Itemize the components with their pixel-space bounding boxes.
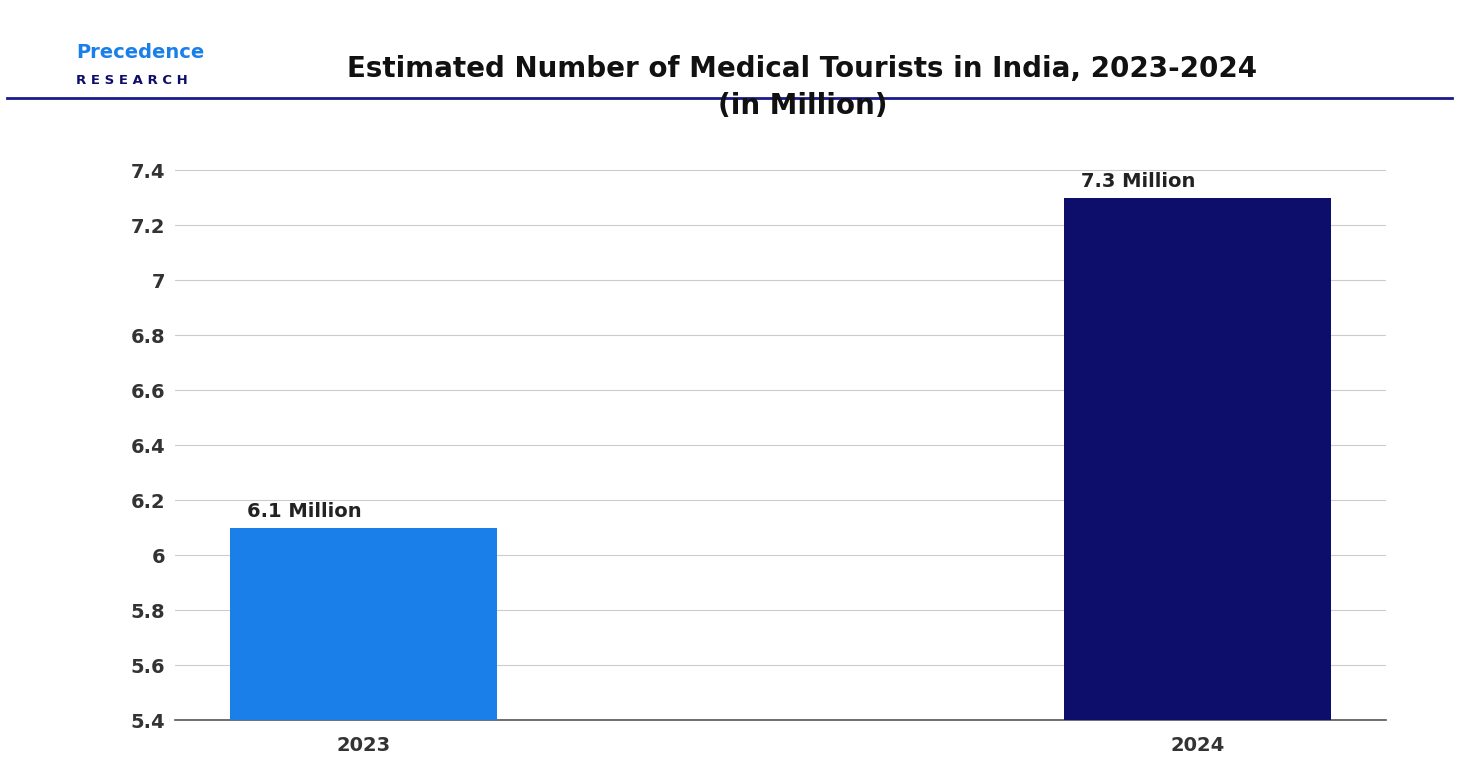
- Text: R E S E A R C H: R E S E A R C H: [76, 74, 188, 88]
- Text: 7.3 Million: 7.3 Million: [1081, 172, 1195, 191]
- Text: 6.1 Million: 6.1 Million: [247, 502, 362, 521]
- Bar: [1064, 198, 1331, 720]
- Text: Precedence: Precedence: [76, 43, 204, 62]
- Text: Estimated Number of Medical Tourists in India, 2023-2024
(in Million): Estimated Number of Medical Tourists in …: [347, 55, 1258, 120]
- Bar: [231, 528, 498, 720]
